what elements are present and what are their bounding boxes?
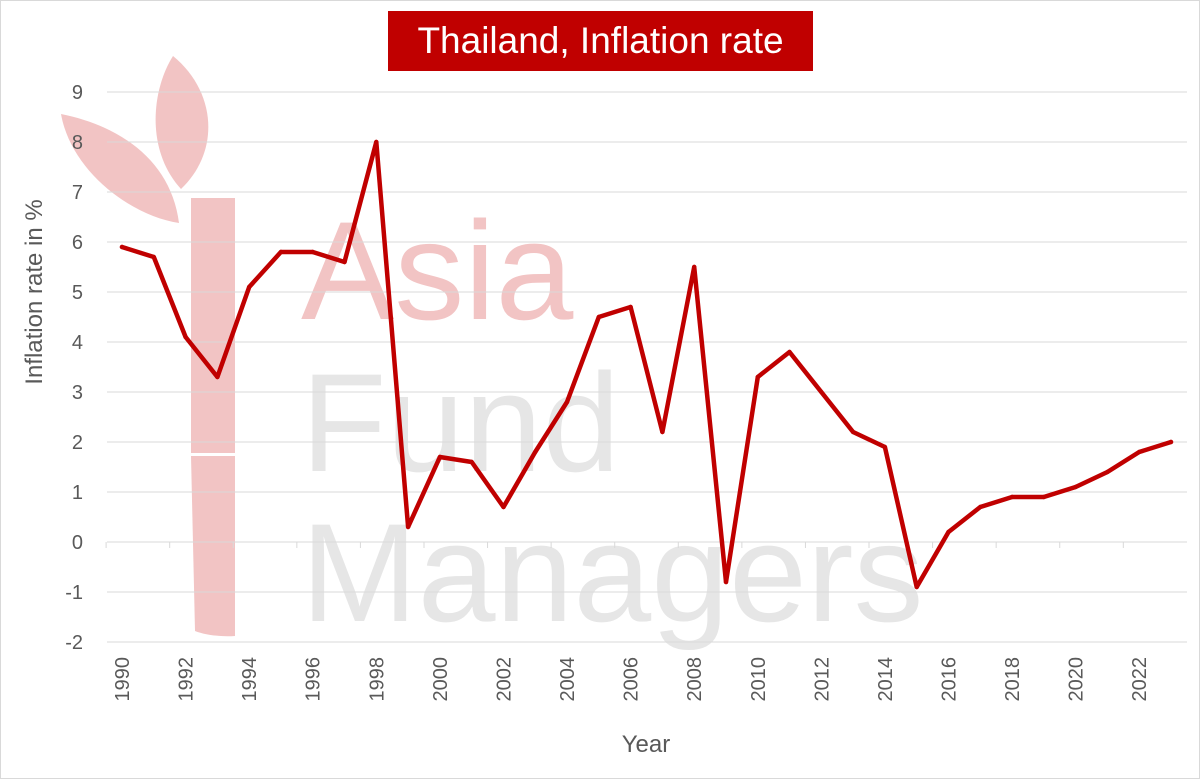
- data-point: [1041, 494, 1047, 500]
- data-point: [596, 314, 602, 320]
- data-point: [342, 259, 347, 265]
- data-point: [374, 139, 379, 145]
- data-point: [533, 449, 538, 455]
- x-tick-label: 1998: [366, 657, 388, 702]
- series-line: [119, 139, 1174, 590]
- watermark-logo: Asia Fund Managers: [61, 56, 924, 651]
- watermark-leaf-right: [155, 56, 209, 189]
- x-axis-ticks: 1990 1992 1994 1996 1998 2000 2002 2004 2006 2008…: [105, 542, 1151, 702]
- data-point: [119, 244, 125, 250]
- series-layer: [119, 139, 1174, 590]
- y-tick-label: 6: [72, 232, 83, 254]
- y-tick-label: 2: [72, 432, 83, 454]
- y-tick-label: 0: [72, 532, 83, 554]
- gridlines: [107, 91, 1187, 643]
- y-tick-label: 4: [72, 332, 83, 354]
- data-point: [437, 454, 443, 460]
- data-point: [755, 374, 760, 380]
- data-point: [978, 504, 983, 510]
- y-tick-label: 3: [72, 382, 83, 404]
- watermark-leaf-left: [61, 114, 179, 223]
- x-tick-label: 2006: [621, 657, 643, 702]
- x-tick-label: 2018: [1002, 657, 1024, 702]
- data-point: [501, 504, 506, 510]
- data-point: [723, 579, 729, 585]
- data-point: [1073, 484, 1078, 490]
- data-point: [1105, 469, 1110, 475]
- data-point: [246, 284, 252, 290]
- x-tick-label: 1992: [176, 657, 198, 702]
- watermark-text-managers: Managers: [301, 494, 924, 651]
- x-tick-label: 2008: [684, 657, 706, 702]
- data-point: [628, 304, 633, 310]
- y-tick-label: -2: [65, 632, 83, 654]
- chart-title-banner: Thailand, Inflation rate: [388, 11, 813, 71]
- chart-title: Thailand, Inflation rate: [417, 20, 784, 61]
- data-point: [1168, 439, 1174, 445]
- y-tick-label: 9: [72, 82, 83, 104]
- data-point: [819, 389, 824, 395]
- x-tick-label: 2014: [875, 657, 897, 702]
- x-tick-label: 2002: [493, 657, 515, 702]
- data-point: [278, 249, 284, 255]
- data-point: [151, 254, 156, 260]
- watermark-stem-upper: [191, 198, 235, 453]
- x-tick-label: 2016: [938, 657, 960, 702]
- data-point: [946, 529, 951, 535]
- y-tick-label: 7: [72, 182, 83, 204]
- watermark-text-asia: Asia: [301, 192, 573, 349]
- x-tick-label: 2000: [430, 657, 452, 702]
- data-point: [660, 429, 665, 435]
- y-tick-label: 5: [72, 282, 83, 304]
- data-point: [310, 249, 315, 255]
- data-point: [882, 444, 888, 450]
- data-point: [469, 459, 474, 465]
- watermark-text-fund: Fund: [301, 344, 620, 501]
- x-tick-label: 2020: [1066, 657, 1088, 702]
- data-point: [1009, 494, 1015, 500]
- x-tick-label: 2004: [557, 657, 579, 702]
- x-tick-label: 1994: [239, 657, 261, 702]
- data-point: [1137, 449, 1142, 455]
- data-point: [850, 429, 856, 435]
- x-tick-label: 2022: [1129, 657, 1151, 702]
- y-axis-title: Inflation rate in %: [21, 199, 48, 384]
- x-tick-label: 2010: [748, 657, 770, 702]
- data-point: [405, 524, 411, 530]
- x-axis-title: Year: [622, 731, 671, 758]
- data-point: [787, 349, 792, 355]
- x-tick-label: 2012: [811, 657, 833, 702]
- data-point: [215, 374, 220, 380]
- data-point: [564, 399, 570, 405]
- data-point: [183, 334, 188, 340]
- data-point: [691, 264, 697, 270]
- x-tick-label: 1996: [303, 657, 325, 702]
- y-tick-label: -1: [65, 582, 83, 604]
- y-tick-label: 8: [72, 132, 83, 154]
- data-point: [914, 584, 919, 590]
- y-tick-label: 1: [72, 482, 83, 504]
- x-tick-label: 1990: [112, 657, 134, 702]
- y-axis-ticks: -2 -1 0 1 2 3 4 5 6 7 8 9: [65, 82, 83, 654]
- watermark-stem-lower: [191, 456, 235, 637]
